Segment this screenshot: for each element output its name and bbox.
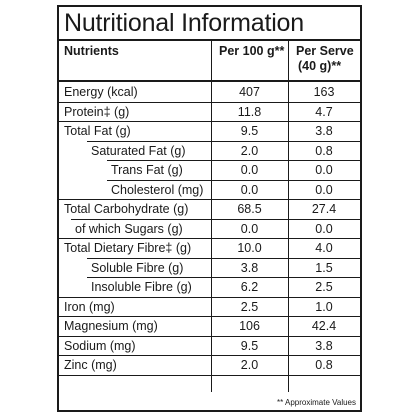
table-row: Iron (mg) 2.5 1.0 xyxy=(59,298,360,317)
per-serve-value: 0.0 xyxy=(315,182,333,197)
per-serve-value: 0.8 xyxy=(315,143,333,158)
table-row: Magnesium (mg) 106 42.4 xyxy=(59,317,360,337)
nutrient-name: Total Dietary Fibre‡ (g) xyxy=(64,241,192,255)
row-divider xyxy=(59,355,360,356)
row-divider xyxy=(59,374,360,376)
per-serve-value: 0.8 xyxy=(315,358,333,372)
row-divider xyxy=(87,277,360,278)
row-divider xyxy=(107,179,360,181)
nutrient-name: Total Fat (g) xyxy=(64,124,131,138)
header-per-100g: Per 100 g** xyxy=(219,44,285,58)
row-divider xyxy=(59,101,360,103)
column-divider xyxy=(211,39,212,392)
header-per-serve-size: (40 g)** xyxy=(298,59,342,73)
per-100g-value: 11.8 xyxy=(237,104,262,119)
table-row: Total Carbohydrate (g) 68.5 27.4 xyxy=(59,200,360,220)
nutrient-name: Cholesterol (mg) xyxy=(111,182,204,197)
per-serve-value: 3.8 xyxy=(315,124,333,138)
row-divider xyxy=(59,316,360,317)
header-per-serve: Per Serve xyxy=(296,44,354,58)
row-divider xyxy=(59,335,360,337)
header-divider xyxy=(59,80,360,82)
per-100g-value: 9.5 xyxy=(240,124,259,138)
per-serve-value: 42.4 xyxy=(311,319,337,333)
table-row: Soluble Fibre (g) 3.8 1.5 xyxy=(59,259,360,278)
table-row: Sodium (mg) 9.5 3.8 xyxy=(59,337,360,356)
per-100g-value: 68.5 xyxy=(237,202,262,216)
row-divider xyxy=(59,121,360,122)
nutrient-rows: Energy (kcal) 407 163 Protein‡ (g) 11.8 … xyxy=(59,83,360,376)
table-row: Saturated Fat (g) 2.0 0.8 xyxy=(59,142,360,161)
row-divider xyxy=(59,238,360,239)
table-row: Zinc (mg) 2.0 0.8 xyxy=(59,356,360,376)
nutrient-name: Saturated Fat (g) xyxy=(91,143,186,158)
per-100g-value: 0.0 xyxy=(240,182,259,197)
per-100g-value: 3.8 xyxy=(240,260,259,275)
row-divider xyxy=(71,218,360,220)
row-divider xyxy=(59,296,360,298)
per-serve-value: 4.0 xyxy=(315,241,333,255)
table-row: of which Sugars (g) 0.0 0.0 xyxy=(59,220,360,239)
table-row: Cholesterol (mg) 0.0 0.0 xyxy=(59,181,360,200)
per-100g-value: 407 xyxy=(239,85,260,99)
nutrient-name: Zinc (mg) xyxy=(64,358,117,372)
row-divider xyxy=(107,160,360,161)
panel-title: Nutritional Information xyxy=(64,9,304,37)
per-100g-value: 6.2 xyxy=(240,280,259,294)
nutrient-name: of which Sugars (g) xyxy=(75,221,183,236)
title-divider xyxy=(59,39,360,41)
nutrient-name: Magnesium (mg) xyxy=(64,319,158,333)
per-100g-value: 0.0 xyxy=(240,221,259,236)
per-100g-value: 0.0 xyxy=(240,163,259,177)
per-serve-value: 4.7 xyxy=(315,104,333,119)
column-divider xyxy=(288,39,289,392)
row-divider xyxy=(59,199,360,200)
nutrition-panel: Nutritional Information Nutrients Per 10… xyxy=(57,5,362,412)
nutrient-name: Energy (kcal) xyxy=(64,85,138,99)
per-serve-value: 2.5 xyxy=(315,280,333,294)
per-serve-value: 1.5 xyxy=(315,260,333,275)
table-row: Total Dietary Fibre‡ (g) 10.0 4.0 xyxy=(59,239,360,259)
row-divider xyxy=(87,140,360,142)
per-100g-value: 2.0 xyxy=(240,143,259,158)
per-serve-value: 163 xyxy=(313,85,335,99)
nutrient-name: Insoluble Fibre (g) xyxy=(91,280,192,294)
per-serve-value: 0.0 xyxy=(315,163,333,177)
per-100g-value: 9.5 xyxy=(240,338,259,353)
per-serve-value: 1.0 xyxy=(315,299,333,314)
table-row: Protein‡ (g) 11.8 4.7 xyxy=(59,103,360,122)
nutrient-name: Total Carbohydrate (g) xyxy=(64,202,189,216)
row-divider xyxy=(87,257,360,259)
table-row: Total Fat (g) 9.5 3.8 xyxy=(59,122,360,142)
per-100g-value: 106 xyxy=(239,319,260,333)
nutrient-name: Trans Fat (g) xyxy=(111,163,183,177)
nutrient-name: Soluble Fibre (g) xyxy=(91,260,184,275)
table-row: Energy (kcal) 407 163 xyxy=(59,83,360,103)
table-row: Trans Fat (g) 0.0 0.0 xyxy=(59,161,360,181)
nutrient-name: Iron (mg) xyxy=(64,299,115,314)
per-100g-value: 2.5 xyxy=(240,299,259,314)
footnote: ** Approximate Values xyxy=(276,398,356,407)
table-row: Insoluble Fibre (g) 6.2 2.5 xyxy=(59,278,360,298)
nutrient-name: Sodium (mg) xyxy=(64,338,136,353)
per-serve-value: 0.0 xyxy=(315,221,333,236)
header-nutrients: Nutrients xyxy=(64,44,119,58)
per-serve-value: 3.8 xyxy=(315,338,333,353)
per-100g-value: 10.0 xyxy=(237,241,262,255)
per-100g-value: 2.0 xyxy=(240,358,259,372)
per-serve-value: 27.4 xyxy=(311,202,337,216)
nutrient-name: Protein‡ (g) xyxy=(64,104,130,119)
